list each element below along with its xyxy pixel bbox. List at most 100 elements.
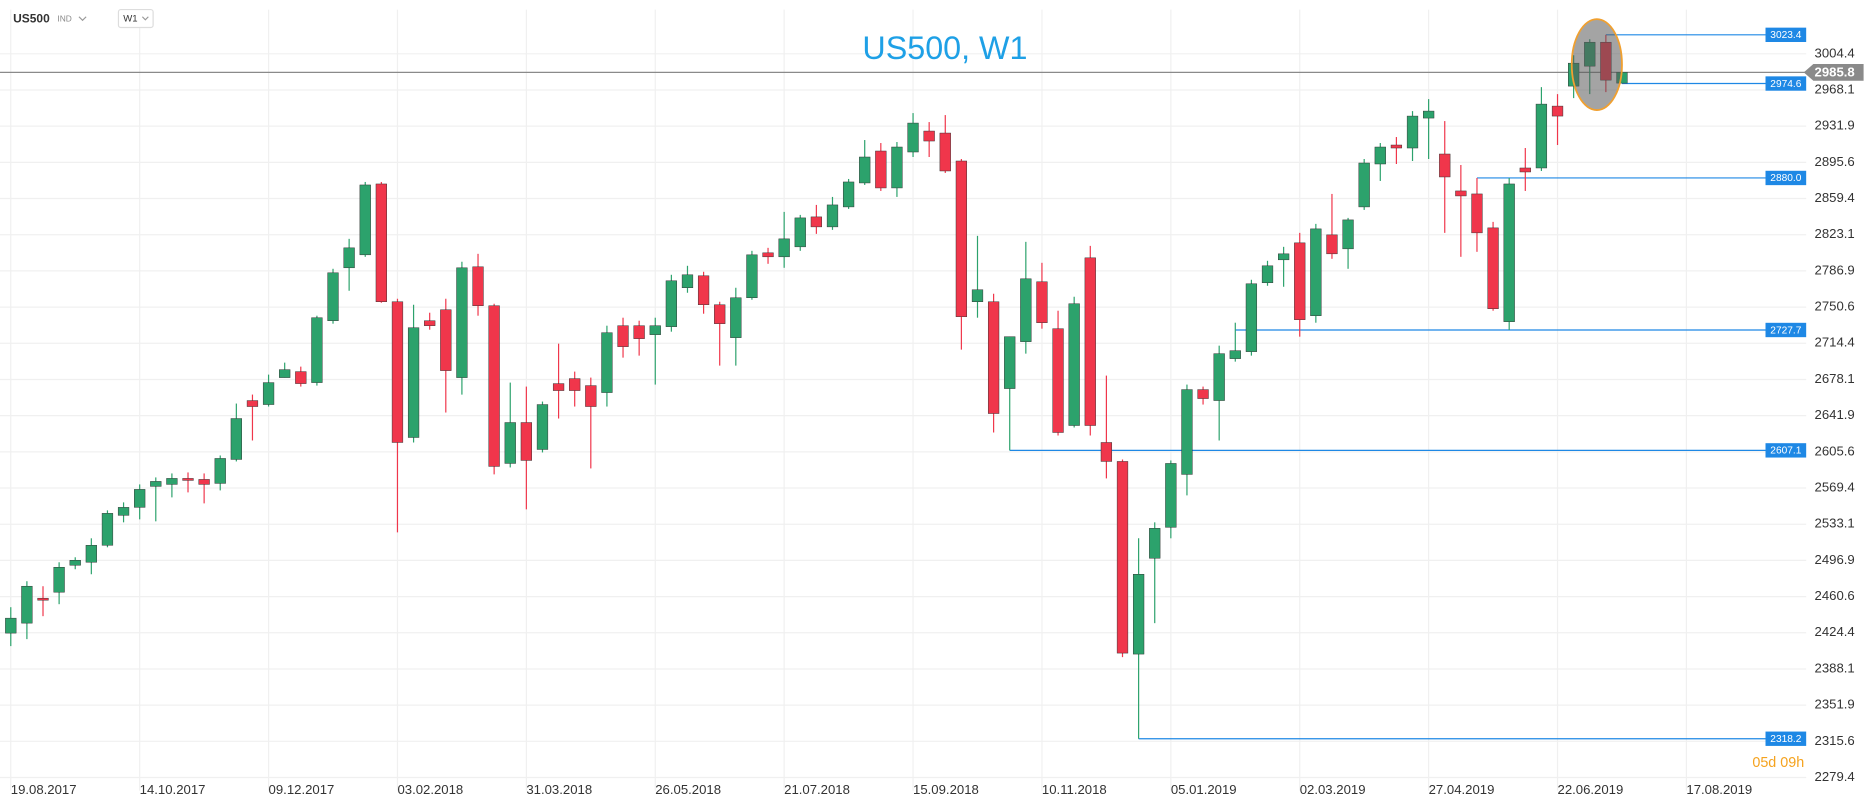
y-tick-label: 2569.4 [1815, 479, 1855, 494]
y-tick-label: 2786.9 [1815, 262, 1855, 277]
candle-body [987, 301, 1000, 414]
candle-body [327, 272, 339, 321]
candle-body [1116, 461, 1129, 654]
level-tag [1765, 170, 1807, 186]
candle-body [85, 545, 97, 563]
candle-body [262, 382, 275, 405]
y-tick-label: 2968.1 [1815, 81, 1855, 96]
candle-body [214, 458, 226, 484]
candle-body [794, 217, 806, 248]
candle-body [552, 383, 565, 391]
y-tick-label: 3004.4 [1815, 45, 1855, 60]
candle-body [1535, 103, 1548, 169]
level-label: 2974.6 [1770, 79, 1801, 90]
candle-body [295, 371, 307, 384]
dropdown-arrow [141, 16, 149, 21]
candle-body [1004, 336, 1016, 389]
dropdown-arrow [78, 16, 87, 22]
level-tag [1765, 76, 1807, 91]
market[interactable]: IND [57, 13, 71, 23]
candle-body [407, 327, 420, 438]
candle-body [1423, 110, 1435, 119]
candle-body [488, 305, 500, 467]
candle-body [1020, 278, 1032, 342]
y-tick-label: 2279.4 [1815, 769, 1855, 784]
candle-body [746, 254, 758, 298]
candle-body [617, 325, 629, 347]
candle-body [891, 146, 903, 189]
candle-body [1197, 389, 1209, 399]
candle-body [681, 274, 694, 289]
candle-body [375, 183, 387, 302]
candle-body [1487, 227, 1499, 309]
candle-body [53, 567, 65, 593]
candle-body [1374, 146, 1386, 165]
y-tick-label: 2424.4 [1815, 624, 1855, 639]
y-tick-label: 2351.9 [1815, 697, 1855, 712]
candle-body [311, 317, 323, 383]
current-price-label: 2985.8 [1815, 64, 1855, 79]
candle-body [343, 247, 355, 269]
candle-body [1326, 234, 1338, 255]
candles [5, 34, 1628, 739]
symbol[interactable]: US500 [13, 11, 50, 25]
chart-title: US500, W1 [862, 30, 1027, 66]
toolbar: US500 IND W1 [13, 8, 154, 29]
interval-box[interactable] [117, 8, 154, 29]
level-label: 2880.0 [1770, 173, 1801, 184]
candle-body [633, 325, 645, 339]
y-tick-label: 2460.6 [1815, 588, 1855, 603]
candle-body [1068, 303, 1080, 426]
candle-body [150, 481, 162, 487]
x-tick-label: 14.10.2017 [140, 782, 206, 797]
candle-body [536, 404, 549, 450]
candle-body [1342, 219, 1354, 250]
candle-body [1503, 183, 1515, 322]
candle-body [1036, 281, 1048, 323]
candle-body [1278, 253, 1290, 261]
candle-body [810, 216, 822, 228]
level-tag [1765, 27, 1807, 42]
y-tick-label: 2315.6 [1815, 733, 1855, 748]
candle-body [601, 332, 613, 393]
candle-body [1245, 283, 1258, 352]
level-tag [1765, 443, 1807, 458]
x-tick-label: 26.05.2018 [655, 782, 721, 797]
x-tick-label: 27.04.2019 [1429, 782, 1495, 797]
candle-body [21, 585, 33, 624]
candle-body [424, 320, 436, 326]
interval[interactable]: W1 [123, 14, 137, 25]
y-tick-label: 2714.4 [1815, 335, 1855, 350]
candle-body [1181, 389, 1193, 475]
candle-body [1294, 242, 1306, 320]
level-label: 2318.2 [1770, 734, 1801, 745]
candle-body [279, 369, 291, 378]
candle-body [955, 160, 968, 317]
level-label: 3023.4 [1770, 30, 1801, 41]
y-tick-label: 2496.9 [1815, 552, 1855, 567]
candle-body [182, 478, 194, 481]
candle-body [778, 238, 790, 258]
candle-body [166, 478, 178, 485]
candle-body [69, 560, 81, 566]
y-tick-label: 2678.1 [1815, 371, 1855, 386]
candle-body [569, 378, 581, 391]
y-tick-label: 2605.6 [1815, 443, 1855, 458]
candle-body [730, 297, 742, 338]
candle-body [1149, 528, 1161, 559]
candle-body [842, 181, 855, 208]
y-tick-label: 2388.1 [1815, 660, 1855, 675]
y-tick-label: 2533.1 [1815, 516, 1855, 531]
candle-body [1229, 350, 1241, 359]
candle-body [1455, 190, 1467, 197]
candle-body [1551, 105, 1564, 117]
candle-body [665, 280, 677, 327]
candle-body [1132, 574, 1145, 655]
level-label: 2727.7 [1770, 325, 1801, 336]
level-tag [1765, 731, 1807, 746]
candle-body [1471, 193, 1483, 234]
candle-body [585, 385, 597, 407]
y-tick-label: 2859.4 [1815, 190, 1855, 205]
